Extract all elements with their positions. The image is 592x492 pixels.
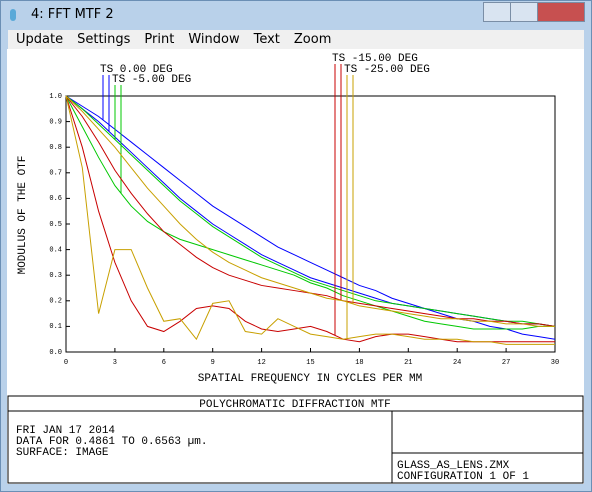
x-axis-label: SPATIAL FREQUENCY IN CYCLES PER MM (198, 373, 422, 385)
y-tick-label: 0.2 (49, 298, 62, 306)
x-tick-label: 9 (211, 359, 215, 367)
footer-line: DATA FOR 0.4861 TO 0.6563 µm. (16, 436, 207, 448)
footer-line: SURFACE: IMAGE (16, 447, 109, 459)
mtf-curve (65, 95, 556, 327)
legend-label: TS -25.00 DEG (344, 64, 430, 76)
x-tick-label: 21 (404, 359, 412, 367)
footer-frame (7, 395, 584, 484)
y-tick-label: 1.0 (49, 93, 62, 101)
y-tick-label: 0.9 (49, 118, 62, 126)
minimize-button[interactable] (483, 2, 511, 22)
x-tick-label: 27 (502, 359, 510, 367)
y-axis-label: MODULUS OF THE OTF (17, 156, 29, 275)
menu-bar: Update Settings Print Window Text Zoom (8, 30, 584, 50)
y-tick-label: 0.6 (49, 195, 62, 203)
menu-item[interactable]: Update (16, 32, 64, 47)
legend-label: TS -15.00 DEG (332, 53, 418, 65)
configuration: CONFIGURATION 1 OF 1 (397, 471, 529, 483)
menu-item[interactable]: Settings (77, 32, 131, 47)
y-tick-label: 0.8 (49, 144, 62, 152)
plot-window: MODULUS OF THE OTF SPATIAL FREQUENCY IN … (7, 49, 584, 484)
x-tick-label: 0 (64, 359, 68, 367)
footer-line: FRI JAN 17 2014 (16, 425, 115, 437)
y-tick-label: 0.1 (49, 323, 62, 331)
y-tick-label: 0.7 (49, 170, 62, 178)
x-tick-label: 12 (257, 359, 265, 367)
mtf-curve (65, 95, 555, 327)
y-tick-label: 0.0 (49, 349, 62, 357)
file-name: GLASS_AS_LENS.ZMX (397, 460, 510, 472)
x-tick-label: 6 (162, 359, 166, 367)
x-tick-label: 15 (306, 359, 314, 367)
app-icon (10, 9, 16, 21)
y-tick-label: 0.3 (49, 272, 62, 280)
footer-title: POLYCHROMATIC DIFFRACTION MTF (199, 399, 390, 411)
mtf-curve (65, 95, 555, 330)
legend-label: TS 0.00 DEG (100, 64, 173, 76)
x-tick-label: 18 (355, 359, 363, 367)
close-button[interactable] (537, 2, 585, 22)
maximize-button[interactable] (510, 2, 538, 22)
x-tick-label: 3 (113, 359, 117, 367)
title-bar: 4: FFT MTF 2 (1, 1, 591, 29)
x-tick-label: 24 (453, 359, 461, 367)
window-title: 4: FFT MTF 2 (31, 7, 114, 22)
y-tick-label: 0.5 (49, 221, 62, 229)
mtf-curve (65, 95, 555, 345)
y-tick-label: 0.4 (49, 246, 62, 254)
legend-label: TS -5.00 DEG (112, 74, 191, 86)
menu-item[interactable]: Print (144, 32, 175, 47)
menu-item[interactable]: Text (253, 32, 280, 47)
menu-item[interactable]: Window (188, 32, 240, 47)
menu-item[interactable]: Zoom (293, 32, 332, 47)
x-tick-label: 30 (551, 359, 559, 367)
